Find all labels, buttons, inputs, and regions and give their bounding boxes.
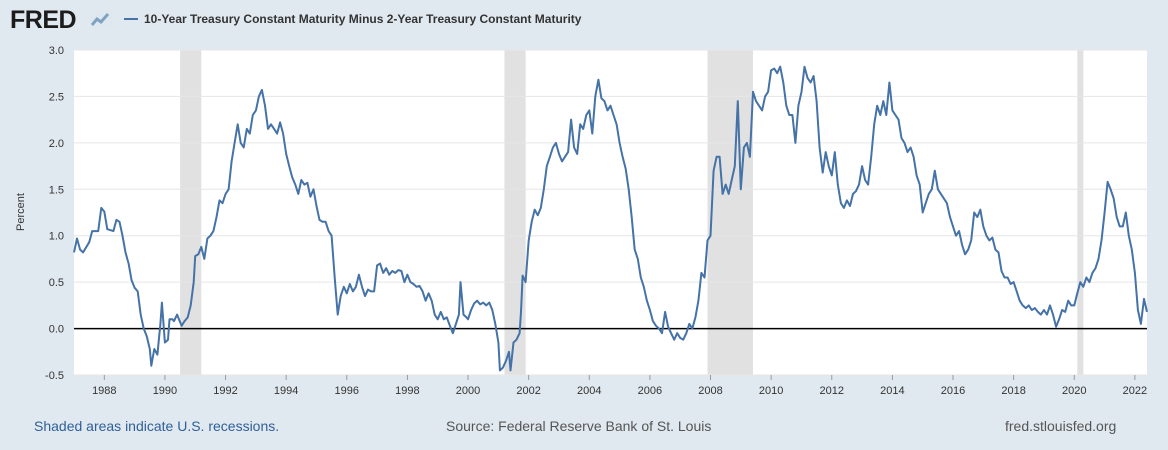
fred-logo[interactable]: FRED xyxy=(10,6,77,34)
chart-header: FRED 10-Year Treasury Constant Maturity … xyxy=(0,0,1168,40)
y-tick-label: 3.0 xyxy=(49,45,64,57)
recession-band xyxy=(1077,50,1084,375)
recession-band xyxy=(504,50,526,375)
x-tick-label: 1992 xyxy=(213,385,237,397)
x-tick-label: 2000 xyxy=(456,385,480,397)
x-tick-label: 2016 xyxy=(941,385,965,397)
x-tick-label: 1990 xyxy=(153,385,177,397)
x-tick-label: 1988 xyxy=(92,385,116,397)
x-tick-label: 2022 xyxy=(1123,385,1147,397)
x-tick-label: 2004 xyxy=(577,385,601,397)
line-chart: 3.0 2.5 2.0 1.5 1.0 0.5 0.0 -0.5 1988 1990 1992 19… xyxy=(15,45,1148,397)
x-tick-label: 2002 xyxy=(516,385,540,397)
site-link[interactable]: fred.stlouisfed.org xyxy=(1005,418,1117,434)
y-tick-label: 2.0 xyxy=(49,138,64,150)
series-line xyxy=(73,65,1148,372)
recession-band xyxy=(180,50,202,375)
graph-logo-icon xyxy=(90,10,112,28)
x-tick-label: 1998 xyxy=(395,385,419,397)
y-tick-label: 0.5 xyxy=(49,277,64,289)
y-tick-label: 2.5 xyxy=(49,91,64,103)
x-tick-label: 2006 xyxy=(638,385,662,397)
x-tick-label: 2010 xyxy=(759,385,783,397)
legend-label: 10-Year Treasury Constant Maturity Minus… xyxy=(144,12,582,26)
x-tick-label: 2012 xyxy=(820,385,844,397)
x-tick-label: 2008 xyxy=(698,385,722,397)
legend: 10-Year Treasury Constant Maturity Minus… xyxy=(124,12,581,26)
source-note: Source: Federal Reserve Bank of St. Loui… xyxy=(446,418,712,434)
x-tick-label: 1994 xyxy=(274,385,298,397)
x-tick-label: 2020 xyxy=(1062,385,1086,397)
y-tick-label: -0.5 xyxy=(45,370,64,382)
y-tick-label: 1.5 xyxy=(49,184,64,196)
x-tick-label: 2018 xyxy=(1001,385,1025,397)
x-tick-label: 2014 xyxy=(880,385,904,397)
y-tick-label: 0.0 xyxy=(49,324,64,336)
legend-line-icon xyxy=(124,18,138,20)
y-tick-label: 1.0 xyxy=(49,231,64,243)
recession-note: Shaded areas indicate U.S. recessions. xyxy=(34,418,280,434)
x-tick-label: 1996 xyxy=(335,385,359,397)
recession-band xyxy=(707,50,753,375)
plot-area xyxy=(74,50,1147,375)
y-axis-title: Percent xyxy=(15,193,27,231)
